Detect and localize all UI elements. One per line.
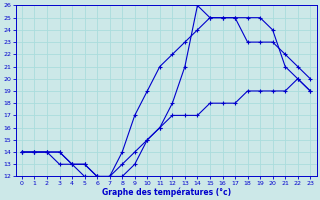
X-axis label: Graphe des températures (°c): Graphe des températures (°c)	[101, 187, 231, 197]
